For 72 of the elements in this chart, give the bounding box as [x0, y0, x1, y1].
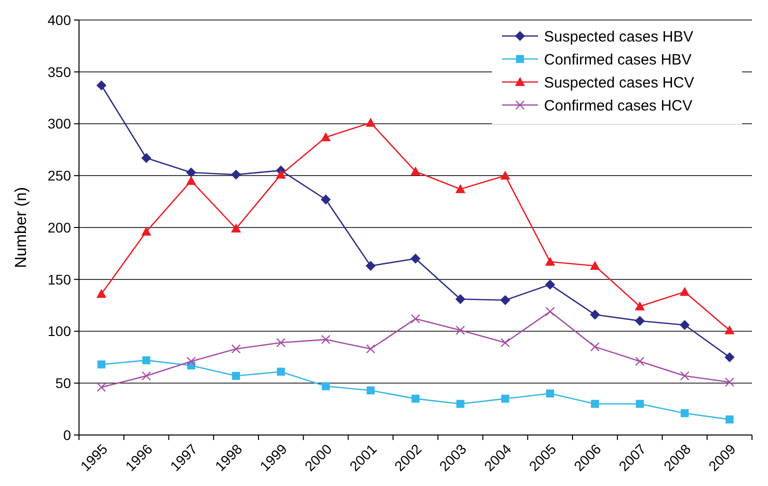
point	[545, 256, 556, 266]
point	[590, 342, 600, 352]
point	[455, 294, 466, 304]
point	[141, 226, 152, 236]
point	[321, 335, 330, 344]
point	[501, 394, 510, 403]
point	[411, 314, 420, 324]
point	[276, 170, 286, 179]
point	[232, 372, 240, 380]
y-tick-label: 200	[48, 219, 72, 236]
point	[455, 184, 466, 194]
point	[186, 356, 196, 366]
point	[142, 371, 151, 380]
point	[322, 382, 330, 390]
point	[96, 382, 106, 392]
point	[141, 152, 152, 163]
y-tick-label: 100	[48, 323, 72, 340]
y-tick-label: 250	[48, 168, 72, 184]
point	[231, 170, 242, 180]
point	[546, 390, 554, 398]
point	[634, 316, 645, 326]
legend-label: Confirmed cases HBV	[544, 51, 692, 68]
legend-label: Suspected cases HBV	[544, 28, 694, 46]
point	[634, 301, 645, 310]
point	[410, 254, 420, 264]
point	[276, 368, 285, 376]
point	[726, 415, 734, 424]
legend-label: Confirmed cases HCV	[544, 97, 692, 114]
point	[636, 400, 644, 408]
legend-label: Suspected cases HCV	[544, 74, 694, 92]
point	[96, 80, 106, 90]
point	[276, 338, 286, 348]
point	[680, 409, 689, 418]
point	[366, 118, 376, 127]
y-tick-label: 350	[48, 64, 72, 80]
point	[186, 176, 196, 185]
point	[545, 280, 556, 290]
point	[320, 132, 331, 142]
point	[410, 166, 420, 176]
point	[680, 286, 690, 296]
point	[142, 356, 150, 364]
point	[546, 307, 555, 316]
point	[500, 170, 510, 180]
point	[186, 168, 196, 178]
y-tick-label: 50	[55, 375, 72, 392]
point	[96, 288, 106, 298]
point	[500, 295, 510, 306]
y-tick-label: 300	[48, 116, 72, 132]
point	[366, 344, 376, 354]
point	[456, 326, 465, 335]
y-tick-label: 400	[48, 12, 72, 28]
point	[680, 371, 690, 380]
point	[590, 310, 600, 320]
point	[97, 360, 106, 368]
point	[412, 394, 420, 403]
point	[456, 400, 464, 408]
point	[590, 260, 600, 270]
point	[724, 352, 735, 362]
point	[725, 378, 734, 387]
point	[320, 194, 331, 204]
y-axis-title: Number (n)	[13, 187, 30, 268]
point	[231, 224, 242, 233]
point	[232, 344, 241, 354]
point	[680, 320, 690, 330]
point	[500, 338, 510, 348]
point	[366, 260, 376, 271]
point	[724, 325, 735, 334]
point	[590, 400, 599, 408]
point	[366, 386, 375, 394]
y-tick-label: 150	[48, 271, 72, 288]
y-tick-label: 0	[63, 426, 72, 443]
point	[635, 356, 644, 366]
